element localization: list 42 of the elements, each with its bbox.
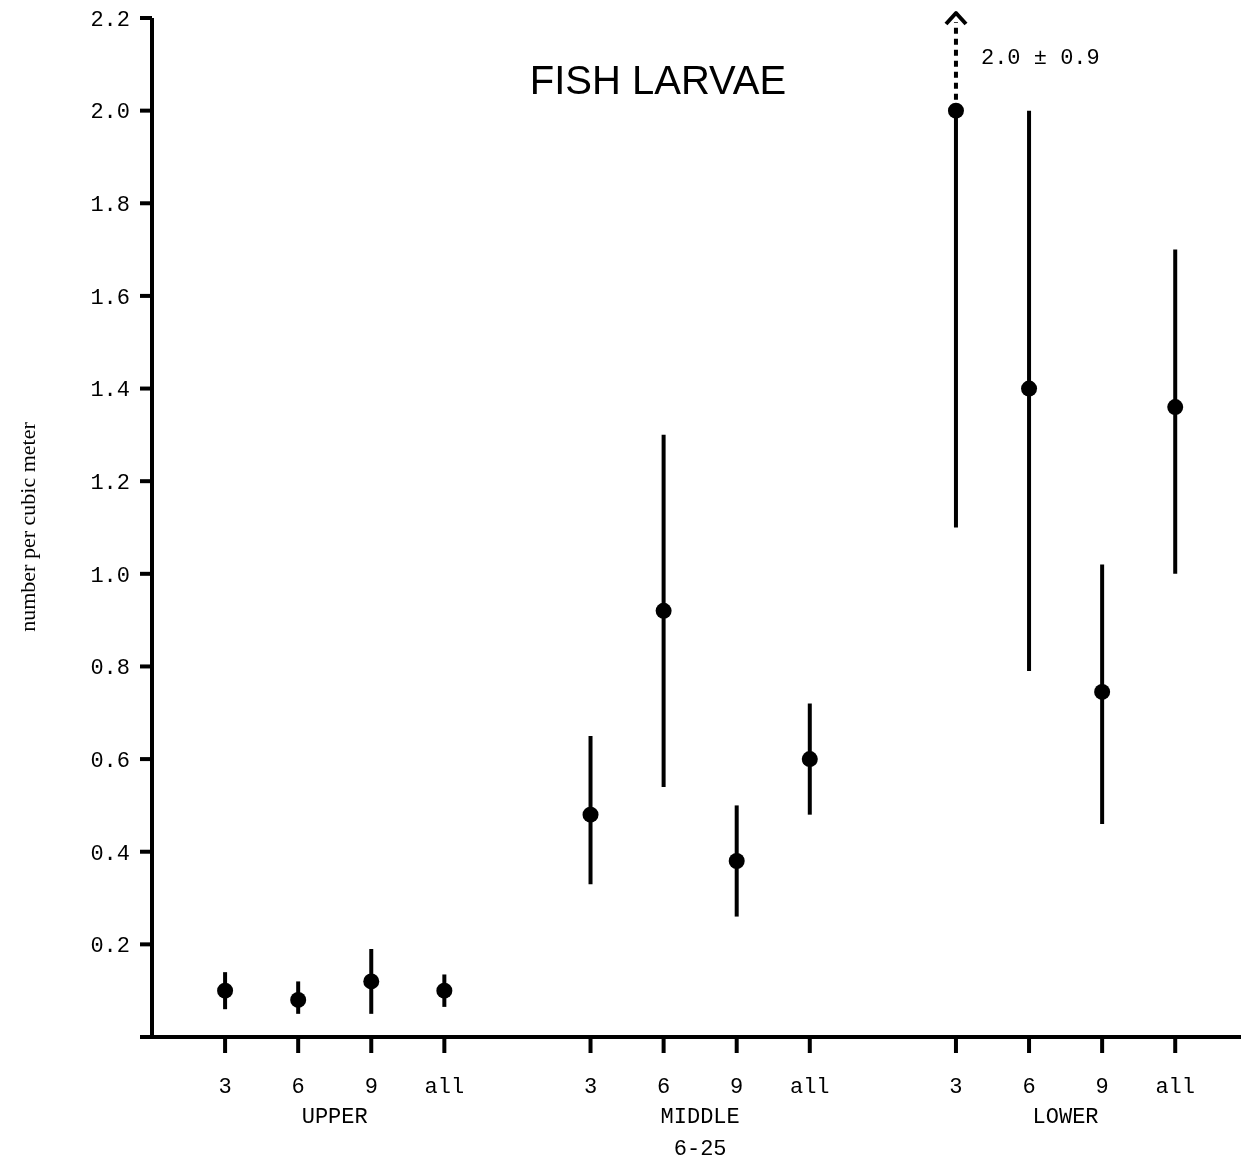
point	[801, 751, 818, 768]
y-tick-label: 1.6	[90, 285, 130, 311]
y-tick-label: 1.8	[90, 193, 130, 219]
y-tick-label: 1.2	[90, 470, 130, 496]
x-tick-label: all	[1155, 1074, 1196, 1100]
point	[1167, 399, 1184, 416]
x-tick-label: 9	[1095, 1074, 1109, 1100]
text: LOWER	[1031, 1105, 1100, 1130]
x-tick-label: 3	[949, 1074, 963, 1100]
y-tick-label: 1.0	[90, 563, 130, 589]
y-tick-label: 1.4	[90, 378, 130, 404]
point	[728, 852, 745, 869]
point	[217, 982, 234, 999]
x-tick-label: 6	[657, 1074, 671, 1100]
y-tick-label: 0.6	[90, 748, 130, 774]
x-tick-label: 3	[218, 1074, 232, 1100]
y-tick-label: 0.2	[90, 934, 130, 960]
text: MIDDLE	[659, 1105, 741, 1130]
point	[947, 102, 964, 119]
x-tick-label: 3	[583, 1074, 598, 1100]
point	[363, 973, 380, 990]
text: 6-25	[672, 1137, 728, 1162]
point	[1021, 380, 1038, 397]
x-tick-label: 6	[291, 1074, 305, 1100]
y-tick-label: 0.8	[90, 656, 130, 682]
point	[582, 806, 599, 823]
text: FISH LARVAE	[528, 58, 788, 103]
y-tick-label: 0.4	[90, 841, 130, 867]
point	[1094, 683, 1111, 700]
point	[436, 982, 453, 999]
y-tick-label: 2.0	[90, 100, 130, 126]
x-tick-label: all	[424, 1074, 465, 1100]
x-tick-label: 9	[364, 1074, 378, 1100]
point	[655, 602, 672, 619]
point	[290, 991, 307, 1008]
text: UPPER	[300, 1105, 369, 1130]
x-tick-label: all	[789, 1074, 830, 1100]
x-tick-label: 9	[730, 1074, 744, 1100]
annotation: 2.0 ± 0.9	[980, 46, 1100, 71]
y-axis-title: number per cubic meter	[15, 420, 41, 634]
y-tick-label: 2.2	[90, 7, 130, 33]
x-tick-label: 6	[1022, 1074, 1036, 1100]
